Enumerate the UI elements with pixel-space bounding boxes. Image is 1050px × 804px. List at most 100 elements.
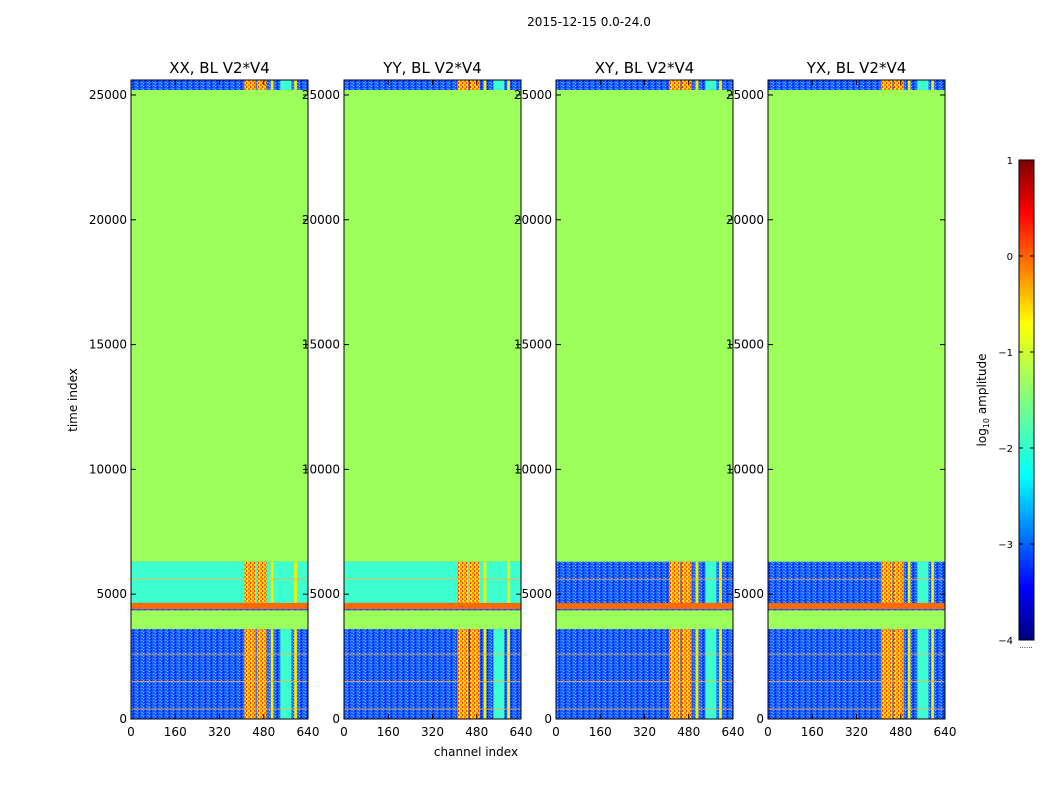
bright-stripe xyxy=(907,561,911,603)
panel-title: XX, BL V2*V4 xyxy=(169,59,270,77)
bright-stripe xyxy=(719,80,722,90)
x-tick-label: 160 xyxy=(377,725,400,739)
x-tick-label: 320 xyxy=(845,725,868,739)
panel-0: XX, BL V2*V4 0 160 320 480 640 0 5000 10000 15000… xyxy=(89,59,320,739)
y-tick-label: 25000 xyxy=(89,88,127,102)
bright-stripe xyxy=(294,561,297,603)
x-tick-label: 0 xyxy=(340,725,348,739)
y-tick-label: 15000 xyxy=(302,338,340,352)
x-tick-label: 160 xyxy=(589,725,612,739)
bright-stripe xyxy=(256,629,267,719)
bright-stripe xyxy=(681,80,692,90)
y-tick-label: 10000 xyxy=(726,462,764,476)
bright-stripe xyxy=(507,80,510,90)
bright-stripe xyxy=(669,80,681,90)
bright-stripe xyxy=(469,561,480,603)
flagged-region-0 xyxy=(131,610,308,630)
y-tick-label: 15000 xyxy=(726,338,764,352)
bright-stripe xyxy=(893,629,904,719)
flagged-region-1 xyxy=(768,89,945,562)
flagged-region-1 xyxy=(556,89,733,562)
panel-3: YX, BL V2*V4 0 160 320 480 640 0 5000 10000 15000… xyxy=(726,59,957,739)
panel-upper-region xyxy=(556,561,733,603)
high-amplitude-band xyxy=(344,602,521,610)
y-tick-label: 10000 xyxy=(89,462,127,476)
y-tick-label: 25000 xyxy=(514,88,552,102)
x-tick-label: 160 xyxy=(801,725,824,739)
panel-upper-region xyxy=(344,561,521,603)
y-tick-label: 15000 xyxy=(89,338,127,352)
bright-stripe xyxy=(881,561,893,603)
colorbar-tick-label: 0 xyxy=(1007,252,1013,263)
y-tick-label: 10000 xyxy=(514,462,552,476)
bright-stripe xyxy=(931,80,934,90)
colorbar: 10−1−2−3−4 log10 amplitude ...... xyxy=(975,156,1035,650)
x-tick-label: 0 xyxy=(552,725,560,739)
bright-stripe xyxy=(507,629,510,719)
x-tick-label: 480 xyxy=(677,725,700,739)
bright-stripe xyxy=(719,561,722,603)
flagged-region-1 xyxy=(344,89,521,562)
panel-upper-region xyxy=(768,561,945,603)
y-tick-label: 0 xyxy=(756,712,764,726)
x-tick-label: 320 xyxy=(208,725,231,739)
high-amplitude-band xyxy=(556,602,733,610)
y-tick-label: 0 xyxy=(544,712,552,726)
panel-image xyxy=(131,80,308,719)
bright-stripe xyxy=(493,561,505,603)
panel-1: YY, BL V2*V4 0 160 320 480 640 0 5000 10000 15000… xyxy=(302,59,533,739)
bright-stripe xyxy=(280,80,292,90)
bright-stripe xyxy=(681,629,692,719)
bright-stripe xyxy=(893,80,904,90)
x-tick-label: 640 xyxy=(722,725,745,739)
colorbar-label-suffix: amplitude xyxy=(975,354,989,418)
bright-stripe xyxy=(695,80,699,90)
bright-stripe xyxy=(493,629,505,719)
x-tick-label: 320 xyxy=(421,725,444,739)
x-tick-label: 0 xyxy=(764,725,772,739)
bright-stripe xyxy=(244,80,256,90)
flagged-region-0 xyxy=(768,610,945,630)
panel-title: XY, BL V2*V4 xyxy=(595,59,695,77)
bright-stripe xyxy=(469,80,480,90)
bright-stripe xyxy=(695,561,699,603)
bright-stripe xyxy=(917,80,929,90)
y-tick-label: 20000 xyxy=(514,213,552,227)
colorbar-tick-label: −1 xyxy=(998,348,1013,359)
y-tick-label: 5000 xyxy=(521,587,552,601)
bright-stripe xyxy=(469,629,480,719)
colorbar-under-marker: ...... xyxy=(1019,642,1032,650)
y-tick-label: 20000 xyxy=(726,213,764,227)
panel-image xyxy=(556,80,733,719)
bright-stripe xyxy=(705,80,717,90)
y-tick-label: 0 xyxy=(119,712,127,726)
bright-stripe xyxy=(917,629,929,719)
bright-stripe xyxy=(244,561,256,603)
high-amplitude-band xyxy=(131,602,308,610)
bright-stripe xyxy=(705,629,717,719)
x-tick-label: 0 xyxy=(127,725,135,739)
bright-stripe xyxy=(881,80,893,90)
bright-stripe xyxy=(256,80,267,90)
bright-stripe xyxy=(483,629,487,719)
high-amplitude-band xyxy=(768,602,945,610)
bright-stripe xyxy=(893,561,904,603)
flagged-region-0 xyxy=(556,610,733,630)
y-tick-label: 5000 xyxy=(733,587,764,601)
x-tick-label: 480 xyxy=(252,725,275,739)
y-tick-label: 15000 xyxy=(514,338,552,352)
bright-stripe xyxy=(457,629,469,719)
bright-stripe xyxy=(907,80,911,90)
x-axis-label: channel index xyxy=(434,745,518,759)
colorbar-ticks: 1 0 −1 −2 −3 −4 xyxy=(998,156,1034,647)
x-tick-label: 640 xyxy=(297,725,320,739)
bright-stripe xyxy=(669,561,681,603)
x-tick-label: 320 xyxy=(633,725,656,739)
bright-stripe xyxy=(719,629,722,719)
bright-stripe xyxy=(669,629,681,719)
panel-title: YX, BL V2*V4 xyxy=(806,59,907,77)
panels: XX, BL V2*V4 0 160 320 480 640 0 5000 10000 15000… xyxy=(89,59,957,739)
colorbar-tick-label: −3 xyxy=(998,540,1013,551)
bright-stripe xyxy=(917,561,929,603)
